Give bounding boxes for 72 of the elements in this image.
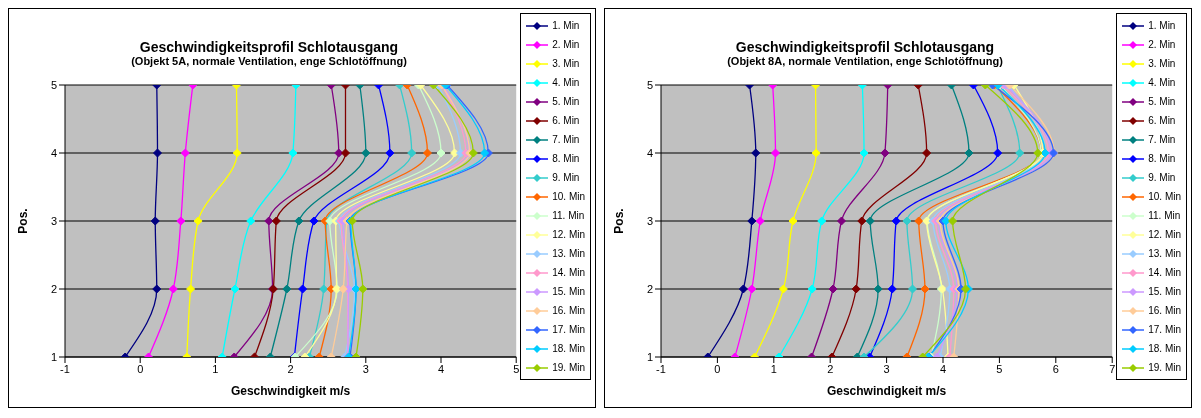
legend-label: 8. Min — [552, 153, 580, 164]
x-tick-label: 0 — [137, 362, 144, 375]
chart-title: Geschwindigkeitsprofil Schlotausgang — [138, 39, 400, 55]
legend-label: 12. Min — [552, 229, 585, 240]
y-tick-label: 4 — [50, 146, 57, 159]
y-tick-label: 1 — [646, 350, 653, 363]
legend-label: 10. Min — [552, 191, 585, 202]
legend-label: 19. Min — [552, 362, 585, 373]
x-tick-label: 4 — [939, 362, 947, 375]
legend-label: 14. Min — [552, 267, 585, 278]
y-axis-title: Pos. — [16, 208, 31, 234]
y-tick-label: 5 — [646, 78, 653, 91]
legend-label: 17. Min — [552, 324, 585, 335]
x-tick-label: 6 — [1052, 362, 1059, 375]
x-tick-label: 3 — [883, 362, 890, 375]
chart-subtitle: (Objekt 8A, normale Ventilation, enge Schlotöffnung) — [726, 55, 1004, 67]
legend-label: 3. Min — [1148, 58, 1176, 69]
legend-label: 17. Min — [1148, 324, 1181, 335]
legend-label: 6. Min — [1148, 115, 1176, 126]
legend-label: 13. Min — [1148, 248, 1181, 259]
legend-label: 4. Min — [1148, 77, 1176, 88]
legend-label: 7. Min — [552, 134, 580, 145]
legend-label: 8. Min — [1148, 153, 1176, 164]
x-tick-label: -1 — [60, 362, 70, 375]
x-tick-label: 5 — [996, 362, 1003, 375]
y-axis-title: Pos. — [612, 208, 627, 234]
legend-label: 11. Min — [552, 210, 585, 221]
legend-label: 1. Min — [1148, 20, 1176, 31]
legend-label: 9. Min — [552, 172, 580, 183]
chart-title: Geschwindigkeitsprofil Schlotausgang — [734, 39, 996, 55]
x-axis-title: Geschwindigkeit m/s — [826, 384, 947, 398]
y-tick-label: 2 — [646, 282, 653, 295]
x-tick-label: 5 — [513, 362, 520, 375]
legend-label: 7. Min — [1148, 134, 1176, 145]
x-tick-label: 3 — [362, 362, 369, 375]
legend-label: 9. Min — [1148, 172, 1176, 183]
legend-label: 3. Min — [552, 58, 580, 69]
legend-label: 18. Min — [1148, 343, 1181, 354]
x-tick-label: 1 — [770, 362, 777, 375]
y-tick-label: 2 — [50, 282, 57, 295]
legend-label: 15. Min — [552, 286, 585, 297]
legend-label: 11. Min — [1148, 210, 1181, 221]
legend-label: 5. Min — [1148, 96, 1176, 107]
legend-label: 12. Min — [1148, 229, 1181, 240]
legend-label: 6. Min — [552, 115, 580, 126]
x-tick-label: 2 — [287, 362, 294, 375]
chart-subtitle: (Objekt 5A, normale Ventilation, enge Schlotöffnung) — [130, 55, 408, 67]
legend-label: 15. Min — [1148, 286, 1181, 297]
legend-label: 13. Min — [552, 248, 585, 259]
y-tick-label: 3 — [50, 214, 57, 227]
legend-label: 2. Min — [552, 39, 580, 50]
x-tick-label: 0 — [714, 362, 721, 375]
x-tick-label: 2 — [827, 362, 834, 375]
legend-label: 10. Min — [1148, 191, 1181, 202]
legend-label: 1. Min — [552, 20, 580, 31]
x-tick-label: -1 — [656, 362, 666, 375]
x-tick-label: 1 — [212, 362, 219, 375]
legend-label: 2. Min — [1148, 39, 1176, 50]
legend-label: 4. Min — [552, 77, 580, 88]
y-tick-label: 1 — [50, 350, 57, 363]
legend-label: 5. Min — [552, 96, 580, 107]
x-tick-label: 4 — [437, 362, 445, 375]
legend-label: 18. Min — [552, 343, 585, 354]
y-tick-label: 5 — [50, 78, 57, 91]
x-tick-label: 7 — [1109, 362, 1116, 375]
legend-label: 14. Min — [1148, 267, 1181, 278]
x-axis-title: Geschwindigkeit m/s — [230, 384, 351, 398]
y-tick-label: 3 — [646, 214, 653, 227]
y-tick-label: 4 — [646, 146, 653, 159]
legend-label: 16. Min — [552, 305, 585, 316]
legend-label: 16. Min — [1148, 305, 1181, 316]
legend-label: 19. Min — [1148, 362, 1181, 373]
